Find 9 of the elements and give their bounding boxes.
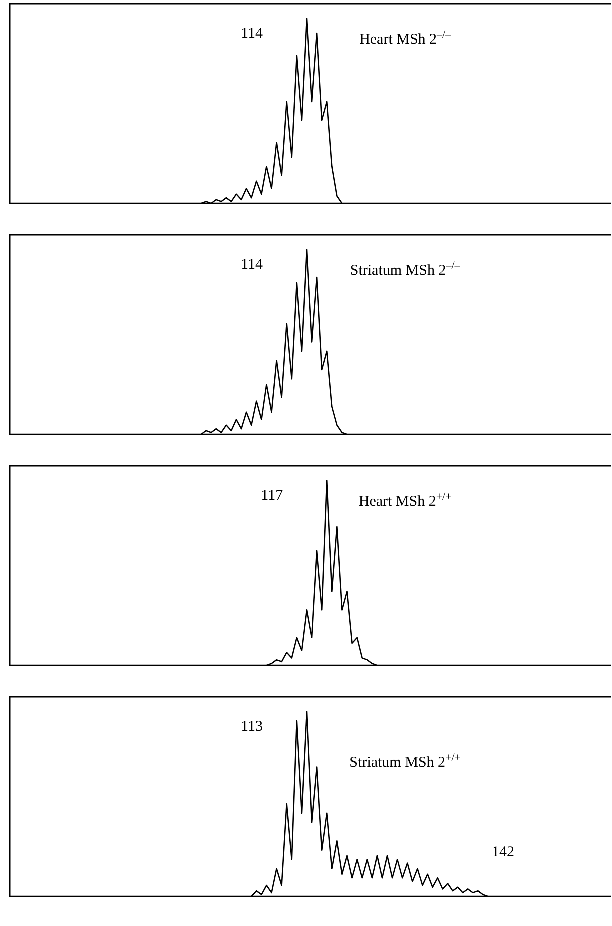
text: Striatum MSh 2–/–	[350, 260, 461, 279]
annotation: 114	[241, 257, 264, 273]
text: Heart MSh 2–/–	[360, 29, 452, 48]
annotation: 142	[492, 844, 515, 861]
annotation: 117	[261, 488, 284, 504]
annotation: 114	[241, 26, 264, 42]
text: Heart MSh 2+/+	[358, 491, 452, 510]
annotation: 113	[241, 719, 263, 735]
text: Striatum MSh 2+/+	[350, 752, 461, 771]
